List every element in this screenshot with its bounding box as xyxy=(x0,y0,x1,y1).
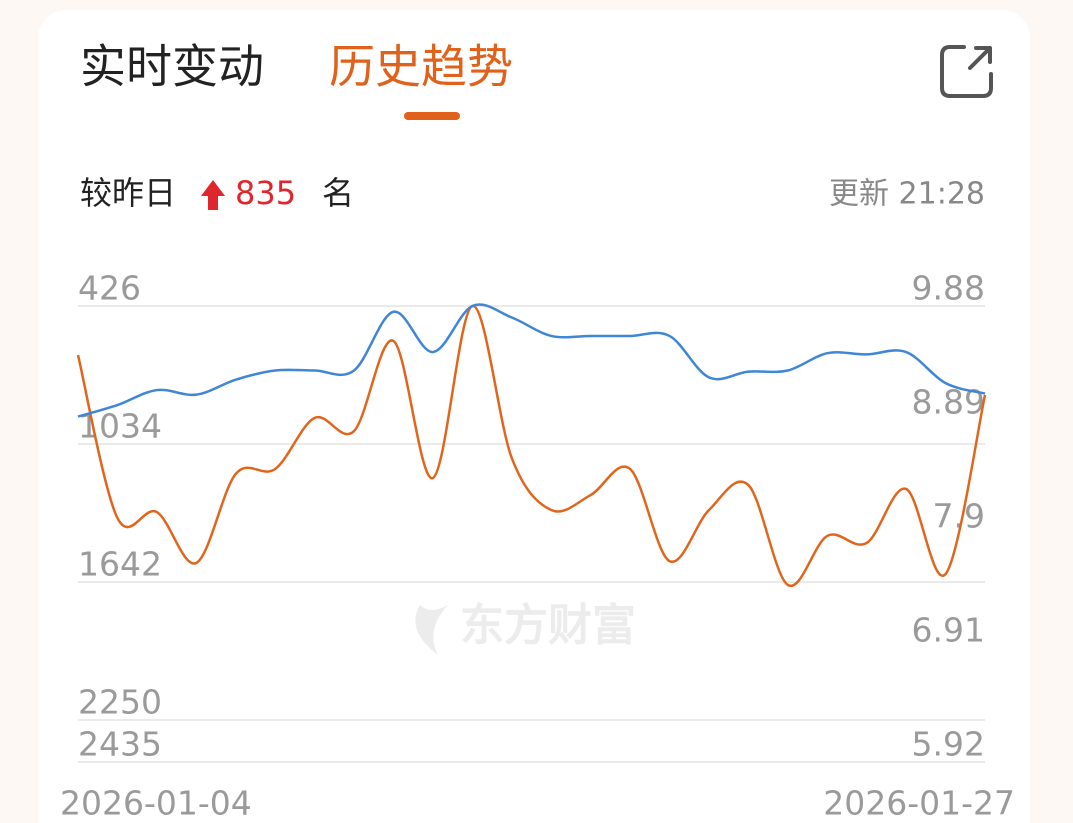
y2-tick-label: 8.89 xyxy=(912,383,985,422)
change-value: 835 xyxy=(235,174,296,212)
tab-active[interactable]: 历史趋势 xyxy=(329,40,513,94)
y2-tick-label: 9.88 xyxy=(912,269,985,308)
watermark-logo xyxy=(415,605,448,655)
tab[interactable]: 实时变动 xyxy=(80,40,264,94)
tab-underline xyxy=(404,112,460,120)
series-line xyxy=(76,304,987,588)
change-unit: 名 xyxy=(322,174,354,212)
y2-tick-label: 6.91 xyxy=(912,611,985,650)
y2-tick-label: 5.92 xyxy=(912,725,985,764)
y-tick-label: 2435 xyxy=(78,725,162,764)
y-tick-label: 1642 xyxy=(78,545,162,584)
change-label: 较昨日 xyxy=(80,174,176,212)
watermark: 东方财富 xyxy=(460,600,636,651)
up-arrow xyxy=(201,180,225,210)
update-time: 更新 21:28 xyxy=(829,177,985,212)
y-tick-label: 426 xyxy=(78,269,141,308)
x-tick-label: 2026-01-04 xyxy=(60,784,252,823)
x-tick-label: 2026-01-27 xyxy=(823,784,1015,823)
card xyxy=(38,10,1030,823)
series-line xyxy=(77,303,986,418)
expand-icon[interactable] xyxy=(940,45,993,98)
y-tick-label: 2250 xyxy=(78,683,162,722)
